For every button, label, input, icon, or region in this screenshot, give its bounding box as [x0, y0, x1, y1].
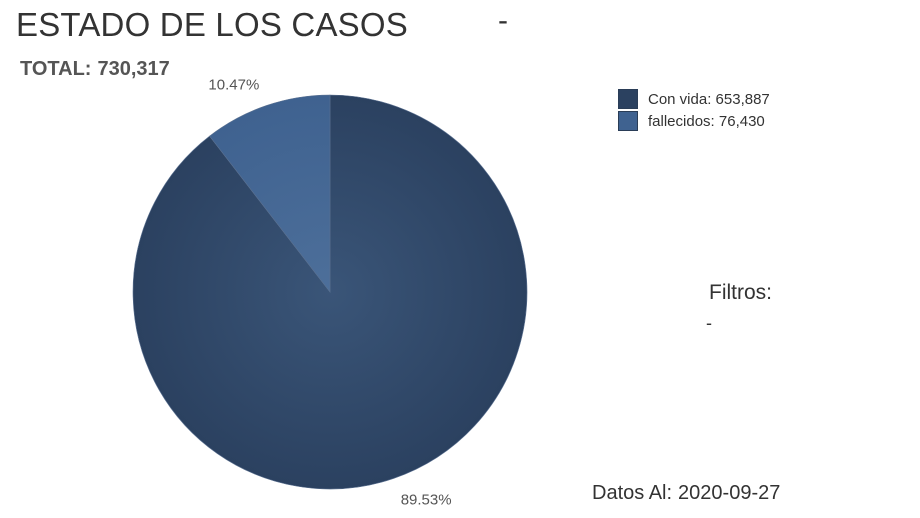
filters-value: -: [706, 313, 712, 333]
chart-legend: Con vida: 653,887 fallecidos: 76,430: [618, 88, 770, 132]
data-date-label: Datos Al:: [592, 482, 673, 504]
total-label: TOTAL:: [20, 58, 92, 80]
pie-percent-labels: 89.53% 10.47%: [208, 77, 451, 509]
legend-item-con-vida[interactable]: Con vida: 653,887: [618, 88, 770, 110]
page-title: ESTADO DE LOS CASOS: [16, 6, 408, 43]
legend-label-con-vida: Con vida: 653,887: [648, 90, 770, 108]
legend-label-fallecidos: fallecidos: 76,430: [648, 112, 765, 130]
pie-slice-fallecidos[interactable]: [209, 94, 331, 293]
legend-item-fallecidos[interactable]: fallecidos: 76,430: [618, 110, 770, 132]
filters-label: Filtros:: [709, 281, 772, 304]
pie-percent-label: 10.47%: [208, 77, 259, 94]
data-date: Datos Al: 2020-09-27: [592, 482, 780, 505]
pie-slices: [132, 94, 528, 490]
total-summary: TOTAL: 730,317: [20, 58, 170, 81]
title-placeholder-dash: -: [498, 4, 508, 37]
legend-swatch-con-vida: [618, 89, 638, 109]
data-date-value: 2020-09-27: [678, 482, 781, 504]
pie-percent-label: 89.53%: [401, 491, 452, 508]
legend-swatch-fallecidos: [618, 111, 638, 131]
total-value: 730,317: [97, 58, 170, 80]
